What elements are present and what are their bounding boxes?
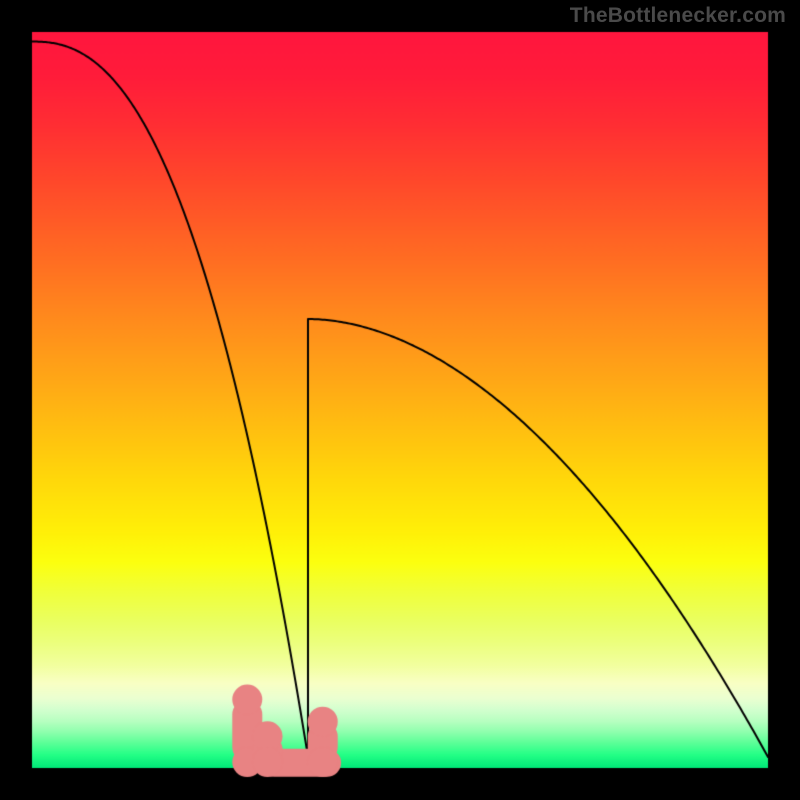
bottleneck-chart [0,0,800,800]
watermark-text: TheBottlenecker.com [570,4,786,28]
